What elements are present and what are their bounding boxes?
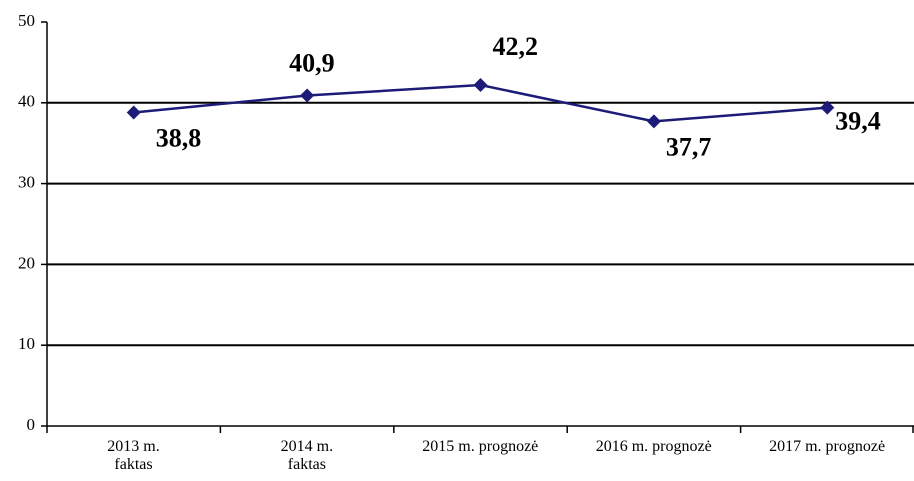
y-tick-label: 50	[18, 11, 35, 30]
data-label: 39,4	[835, 107, 881, 136]
data-label: 38,8	[156, 123, 202, 152]
data-label: 37,7	[666, 132, 712, 161]
x-tick-label: 2017 m. prognozė	[769, 438, 886, 455]
y-tick-label: 10	[18, 334, 35, 353]
x-tick-label: 2015 m. prognozė	[422, 438, 539, 455]
marker	[820, 100, 835, 115]
x-tick-label: 2014 m. faktas	[280, 438, 334, 473]
marker	[646, 114, 661, 129]
x-tick-label: 2013 m. faktas	[107, 438, 160, 473]
x-tick-label: 2016 m. prognozė	[595, 438, 712, 455]
data-label: 40,9	[289, 48, 335, 77]
data-label: 42,2	[493, 32, 539, 61]
y-tick-label: 0	[27, 415, 36, 434]
marker	[126, 105, 141, 120]
y-tick-label: 30	[18, 173, 35, 192]
marker	[473, 78, 488, 93]
y-tick-label: 40	[18, 92, 35, 111]
y-tick-label: 20	[18, 253, 35, 272]
marker	[300, 88, 315, 103]
